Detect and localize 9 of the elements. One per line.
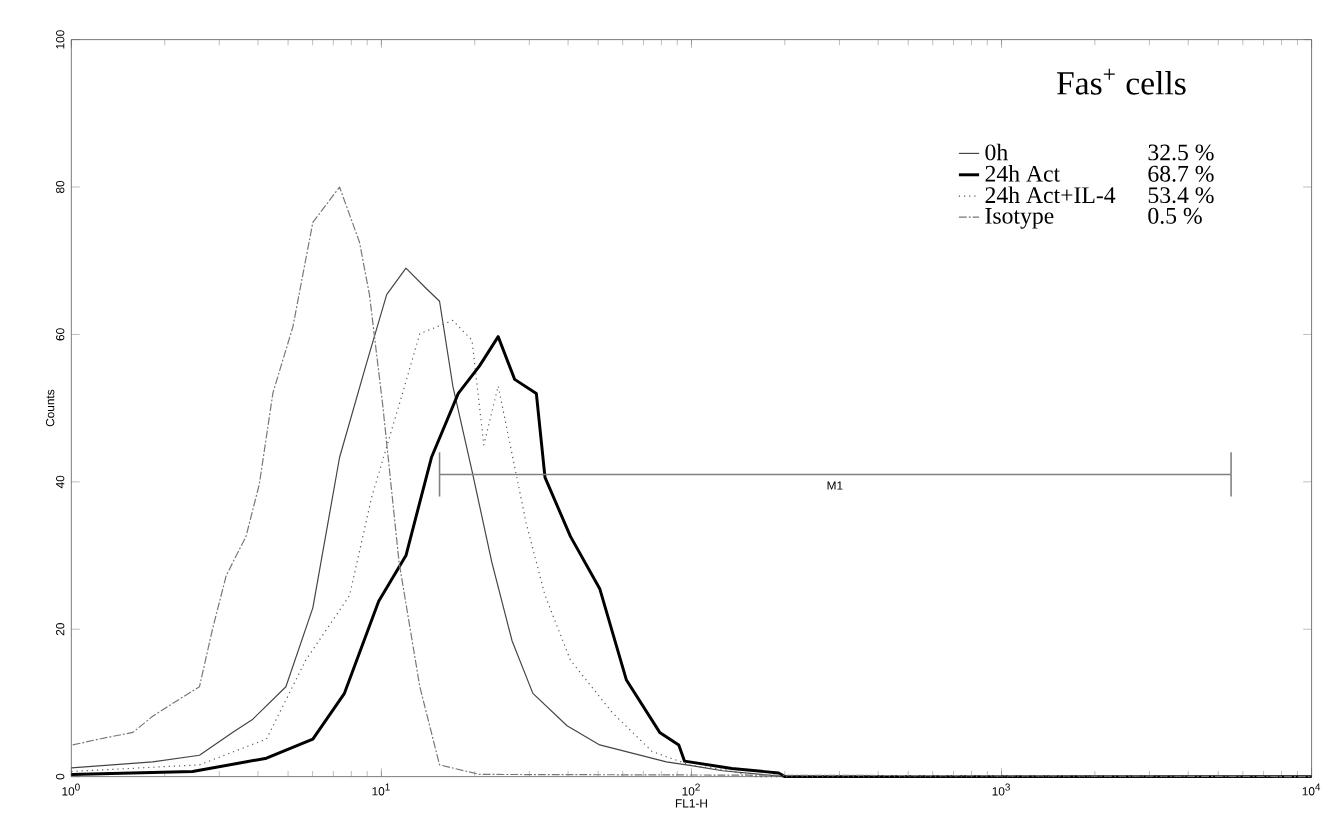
legend-label: Isotype <box>985 208 1054 229</box>
legend-label: 24h Act <box>985 165 1061 182</box>
legend-label: 24h Act+IL-4 <box>985 186 1116 204</box>
annotation: 53.4 % <box>1148 187 1214 204</box>
legend-label: 0h <box>985 143 1008 161</box>
annotation: 68.7 % <box>1148 165 1214 182</box>
text: Fas$^{+}$ cells <box>1057 68 1186 95</box>
annotation: 32.5 % <box>1148 144 1214 161</box>
annotation: 0.5 % <box>1148 207 1202 224</box>
